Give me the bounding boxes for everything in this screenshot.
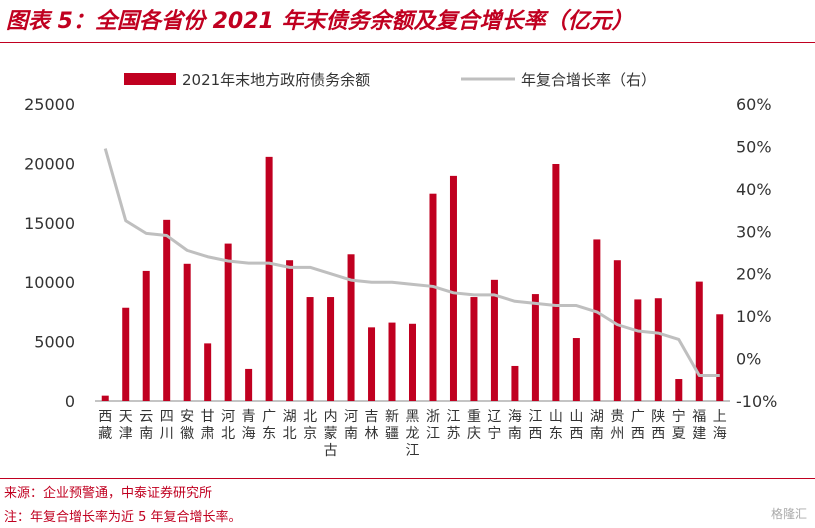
title-divider [0,42,815,43]
x-tick-label: 广西 [631,409,645,442]
bar [204,343,212,401]
y-tick-label: 25000 [24,95,75,114]
legend: 2021年末地方政府债务余额 年复合增长率（右） [124,71,656,89]
bar [265,156,273,401]
x-tick-label: 西藏 [98,409,112,442]
bar [306,297,314,401]
bar [449,175,457,401]
footnote: 注：年复合增长率为近 5 年复合增长率。 [4,510,242,525]
legend-label-line: 年复合增长率（右） [521,71,656,89]
growth-line-path [103,148,720,378]
x-tick-label: 海南 [508,409,522,442]
y-tick-label: 15000 [24,214,75,233]
bar [675,379,683,401]
y2-tick-label: 30% [736,222,772,241]
bar [327,297,335,401]
x-tick-label: 广东 [262,409,276,442]
x-tick-label: 山东 [549,409,563,442]
x-tick-label: 天津 [119,409,133,442]
bar [183,263,191,401]
y2-tick-label: 40% [736,180,772,199]
bars [101,156,724,401]
x-tick-label: 江苏 [446,409,460,442]
bar [613,260,621,401]
x-tick-label: 贵州 [610,409,624,442]
y2-tick-label: 60% [736,95,772,114]
x-tick-label: 辽宁 [487,409,501,442]
x-tick-label: 内蒙古 [324,409,338,459]
x-tick-label: 青海 [242,409,256,442]
x-tick-label: 甘肃 [201,409,215,442]
bar [716,314,724,401]
x-tick-label: 河北 [221,409,235,442]
footer-divider [0,478,815,479]
growth-line [103,148,720,378]
bar [572,338,580,401]
y-tick-label: 5000 [34,333,75,352]
bar [634,299,642,401]
x-tick-label: 上海 [713,409,727,442]
legend-label-bar: 2021年末地方政府债务余额 [182,71,370,89]
y2-tick-label: 10% [736,307,772,326]
bar-line-chart: 2021年末地方政府债务余额 年复合增长率（右） 0 5000 10000 15000 2… [24,71,777,459]
bar [286,260,294,401]
x-tick-label: 吉林 [365,409,379,442]
y-tick-label: 20000 [24,154,75,173]
x-tick-label: 江西 [528,409,542,442]
x-tick-label: 陕西 [651,409,665,442]
x-tick-label: 福建 [692,409,706,442]
source-note: 来源：企业预警通，中泰证券研究所 [4,486,213,501]
x-tick-label: 浙江 [426,409,440,442]
bar [654,298,662,401]
bar [388,322,396,401]
bar [409,323,416,401]
x-tick-label: 四川 [160,409,174,442]
x-tick-label: 山西 [569,409,583,442]
bar [695,281,703,401]
y2-tick-label: 20% [736,265,772,284]
bar [101,395,109,401]
x-tick-label: 北京 [303,409,317,442]
y-tick-label: 0 [65,392,75,411]
bar [163,219,171,401]
y2-tick-label: 50% [736,137,772,156]
x-tick-label: 安徽 [180,409,194,442]
x-tick-label: 湖北 [283,409,297,442]
bar [245,368,253,401]
legend-swatch-bar [124,73,176,85]
bar [224,243,232,401]
x-tick-label: 云南 [139,409,153,442]
axes: 0 5000 10000 15000 20000 25000 -10% 0% 10% 20% 30%… [24,95,777,459]
y-tick-label: 10000 [24,273,75,292]
x-tick-label: 宁夏 [672,408,686,442]
chart-title: 图表 5：全国各省份 2021 年末债务余额及复合增长率（亿元） [6,9,634,34]
x-tick-label: 湖南 [590,409,604,442]
bar [429,193,437,401]
x-tick-label: 黑龙江 [406,409,420,459]
x-tick-label: 河南 [344,409,358,442]
y2-tick-label: -10% [736,392,777,411]
bar [593,239,601,401]
x-tick-label: 新疆 [385,409,399,442]
y2-tick-label: 0% [736,350,761,369]
bar [552,163,560,401]
bar [470,297,478,401]
bar [511,365,519,401]
bar [122,307,130,401]
x-tick-label: 重庆 [467,409,481,442]
bar [347,254,355,401]
bar [142,270,150,401]
bar [490,279,498,401]
bar [531,294,539,401]
bar [368,327,376,401]
watermark: 格隆汇 [770,507,807,521]
